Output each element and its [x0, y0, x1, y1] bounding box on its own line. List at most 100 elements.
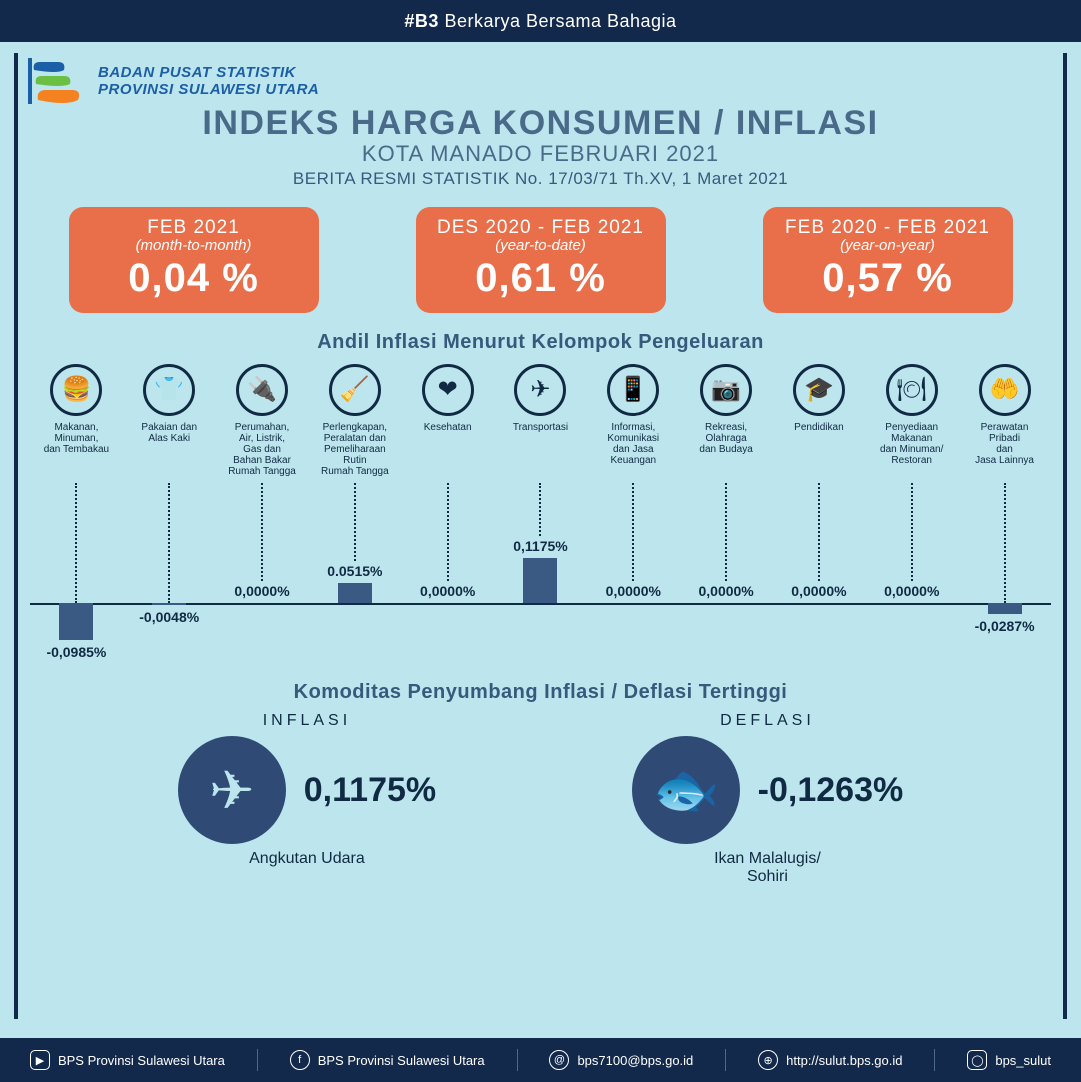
footer-text: http://sulut.bps.go.id	[786, 1053, 902, 1068]
category-icon: 🧹	[329, 364, 381, 416]
bar-column: -0,0048%	[123, 483, 216, 673]
category-label: Perawatan Pribadi dan Jasa Lainnya	[958, 422, 1051, 466]
title-main: INDEKS HARGA KONSUMEN / INFLASI	[0, 104, 1081, 143]
category-item: 🍔 Makanan, Minuman, dan Tembakau	[30, 364, 123, 477]
connector-line	[168, 483, 170, 603]
footer-text: bps7100@bps.go.id	[577, 1053, 693, 1068]
bar-value-label: -0,0985%	[46, 644, 106, 660]
connector-line	[75, 483, 77, 603]
org-line1: BADAN PUSAT STATISTIK	[98, 64, 319, 81]
kpi-card-mtm: FEB 2021 (month-to-month) 0,04 %	[69, 207, 319, 313]
title-ref: BERITA RESMI STATISTIK No. 17/03/71 Th.X…	[0, 169, 1081, 189]
bar-value-label: 0,0000%	[791, 583, 846, 599]
category-icon: 📷	[700, 364, 752, 416]
category-icon: ❤	[422, 364, 474, 416]
footer-item[interactable]: ⊕ http://sulut.bps.go.id	[750, 1050, 910, 1070]
kpi-period: FEB 2021	[87, 217, 301, 239]
category-item: 🔌Perumahan, Air, Listrik, Gas dan Bahan …	[216, 364, 309, 477]
social-icon: ▶	[30, 1050, 50, 1070]
bar-column: 0,0000%	[865, 483, 958, 673]
banner-hashtag: #B3	[404, 11, 439, 31]
bar-value-label: 0,1175%	[513, 538, 568, 554]
commodity-title: INFLASI	[178, 712, 436, 730]
category-label: Pendidikan	[773, 422, 866, 433]
category-label: Informasi, Komunikasi dan Jasa Keuangan	[587, 422, 680, 466]
bar-value-label: 0,0000%	[234, 583, 289, 599]
kpi-period: FEB 2020 - FEB 2021	[781, 217, 995, 239]
plane-icon: ✈	[178, 736, 286, 844]
category-icon: 🍽	[886, 364, 938, 416]
kpi-value: 0,04 %	[87, 256, 301, 301]
commodity-section-title: Komoditas Penyumbang Inflasi / Deflasi T…	[0, 681, 1081, 704]
logo-row: BADAN PUSAT STATISTIK PROVINSI SULAWESI …	[0, 42, 1081, 110]
footer-item[interactable]: f BPS Provinsi Sulawesi Utara	[282, 1050, 493, 1070]
commodity-label: Angkutan Udara	[178, 850, 436, 868]
category-icon: 👕	[143, 364, 195, 416]
kpi-desc: (year-on-year)	[781, 237, 995, 254]
page-root: #B3 Berkarya Bersama Bahagia BADAN PUSAT…	[0, 0, 1081, 1082]
commodity-body: 🐟 -0,1263%	[632, 736, 904, 844]
connector-line	[261, 483, 263, 581]
social-icon: @	[549, 1050, 569, 1070]
bar	[152, 603, 186, 605]
footer-item[interactable]: ▶BPS Provinsi Sulawesi Utara	[22, 1050, 233, 1070]
footer-item[interactable]: ◯bps_sulut	[959, 1050, 1059, 1070]
category-item: 🧹 Perlengkapan, Peralatan dan Pemeliharaa…	[308, 364, 401, 477]
connector-line	[911, 483, 913, 581]
connector-line	[447, 483, 449, 581]
footer-separator	[934, 1049, 935, 1071]
fish-icon: 🐟	[632, 736, 740, 844]
bar-column: -0,0985%	[30, 483, 123, 673]
bar	[338, 583, 372, 603]
social-icon: f	[290, 1050, 310, 1070]
bar-value-label: 0,0000%	[606, 583, 661, 599]
footer-text: BPS Provinsi Sulawesi Utara	[318, 1053, 485, 1068]
bar-value-label: -0,0287%	[975, 618, 1035, 634]
footer-separator	[257, 1049, 258, 1071]
bar-column: 0,1175%	[494, 483, 587, 673]
org-line2: PROVINSI SULAWESI UTARA	[98, 81, 319, 98]
commodity-row: INFLASI ✈ 0,1175% Angkutan Udara DEFLASI…	[0, 704, 1081, 886]
category-icon: 🔌	[236, 364, 288, 416]
bar-chart: -0,0985% -0,0048% 0,0000% 0.0515% 0,0000% 0,1…	[30, 483, 1051, 673]
category-icon: ✈	[514, 364, 566, 416]
footer-item[interactable]: @ bps7100@bps.go.id	[541, 1050, 701, 1070]
footer-bar: ▶BPS Provinsi Sulawesi Utara f BPS Provins…	[0, 1038, 1081, 1082]
category-item: 🎓 Pendidikan	[773, 364, 866, 477]
category-label: Perlengkapan, Peralatan dan Pemeliharaan…	[308, 422, 401, 477]
category-item: ✈Transportasi	[494, 364, 587, 477]
top-banner: #B3 Berkarya Bersama Bahagia	[0, 0, 1081, 42]
category-label: Makanan, Minuman, dan Tembakau	[30, 422, 123, 455]
category-icon: 🍔	[50, 364, 102, 416]
org-name: BADAN PUSAT STATISTIK PROVINSI SULAWESI …	[98, 64, 319, 99]
category-icon: 🤲	[979, 364, 1031, 416]
social-icon: ⊕	[758, 1050, 778, 1070]
bar	[988, 603, 1022, 614]
connector-line	[354, 483, 356, 561]
bar-column: 0,0000%	[216, 483, 309, 673]
category-label: Penyediaan Makanan dan Minuman/ Restoran	[865, 422, 958, 466]
kpi-period: DES 2020 - FEB 2021	[434, 217, 648, 239]
connector-line	[818, 483, 820, 581]
bar-value-label: 0,0000%	[884, 583, 939, 599]
commodity-body: ✈ 0,1175%	[178, 736, 436, 844]
commodity-label: Ikan Malalugis/ Sohiri	[632, 850, 904, 886]
footer-text: bps_sulut	[995, 1053, 1051, 1068]
bar-column: 0,0000%	[587, 483, 680, 673]
kpi-desc: (year-to-date)	[434, 237, 648, 254]
connector-line	[1004, 483, 1006, 603]
category-row: 🍔Makanan, Minuman, dan Tembakau👕Pakaian …	[0, 354, 1081, 477]
category-item: 📷 Rekreasi, Olahraga dan Budaya	[680, 364, 773, 477]
bar-column: -0,0287%	[958, 483, 1051, 673]
kpi-value: 0,61 %	[434, 256, 648, 301]
connector-line	[632, 483, 634, 581]
category-item: 🍽 Penyediaan Makanan dan Minuman/ Restora…	[865, 364, 958, 477]
footer-separator	[725, 1049, 726, 1071]
kpi-row: FEB 2021 (month-to-month) 0,04 % DES 202…	[0, 189, 1081, 323]
category-label: Rekreasi, Olahraga dan Budaya	[680, 422, 773, 455]
commodity-value: -0,1263%	[758, 771, 904, 810]
commodity-inflasi: INFLASI ✈ 0,1175% Angkutan Udara	[178, 712, 436, 886]
bar-column: 0.0515%	[308, 483, 401, 673]
right-rule	[1063, 53, 1067, 1019]
category-icon: 🎓	[793, 364, 845, 416]
